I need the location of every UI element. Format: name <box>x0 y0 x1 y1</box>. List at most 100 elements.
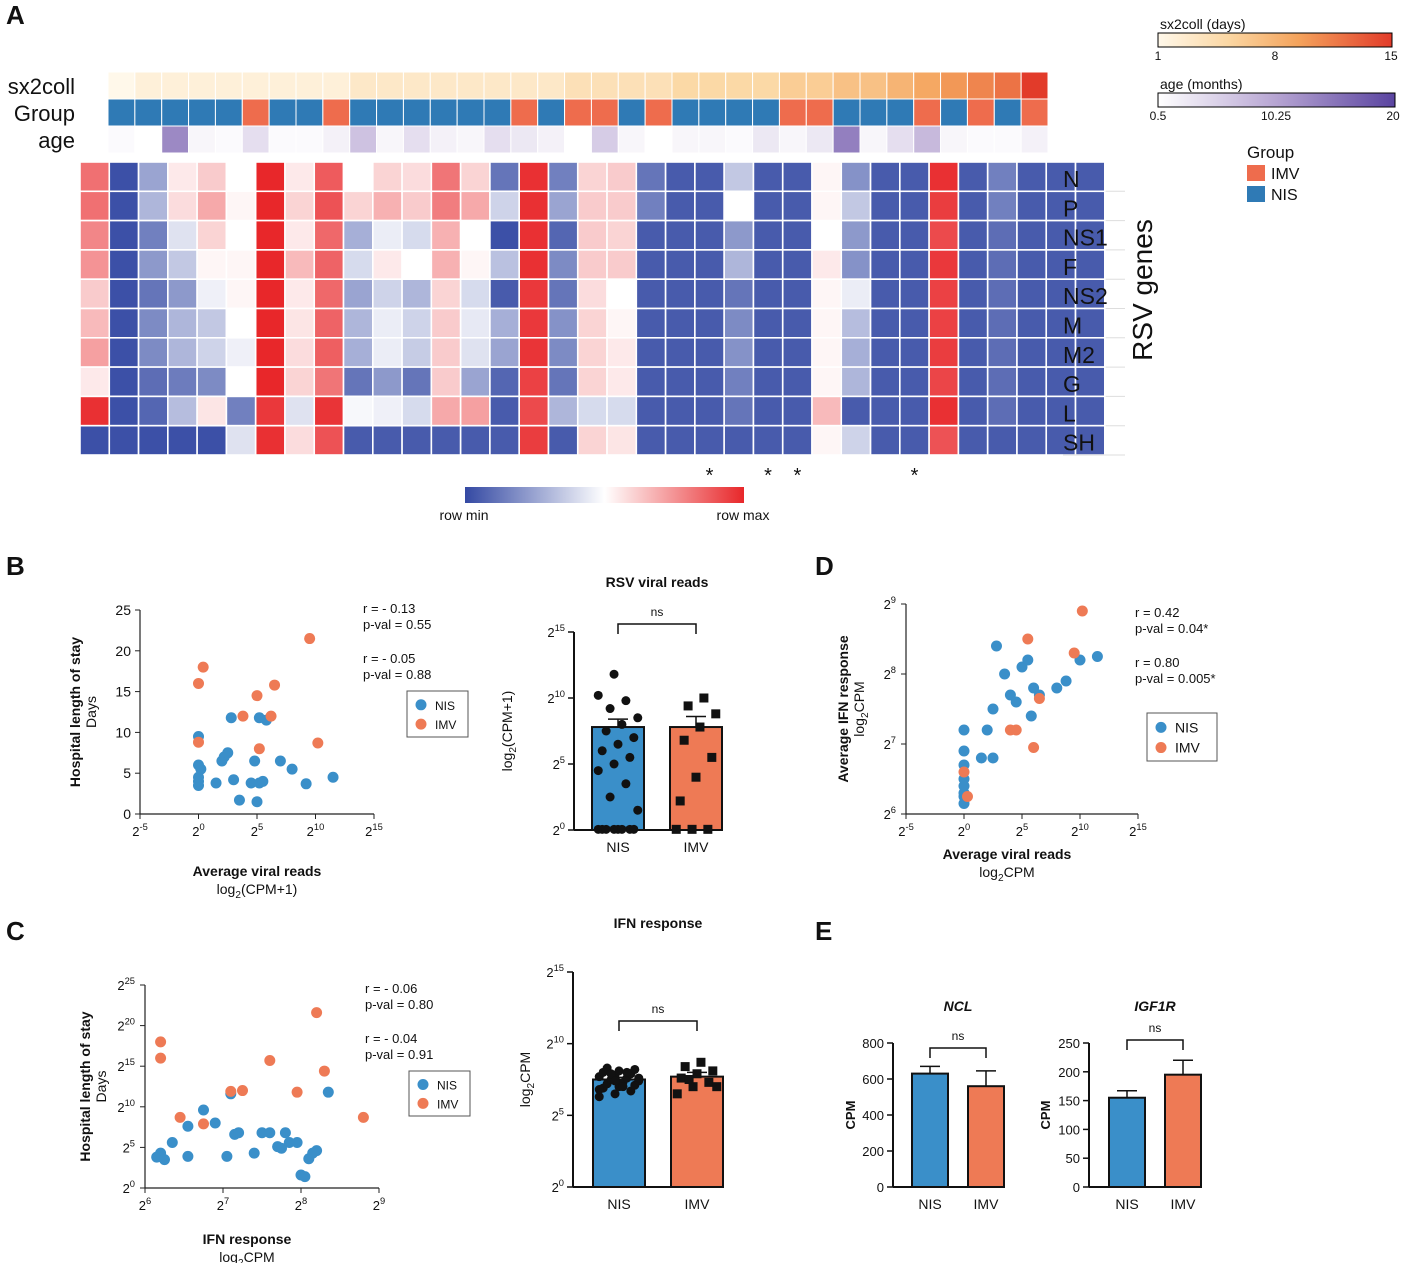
heatmap-cell <box>899 366 930 398</box>
heatmap-cell <box>899 336 930 368</box>
y-tick-label: 20 <box>115 643 131 659</box>
scatter-point-imv <box>304 633 316 645</box>
scatter-point-nis <box>233 794 245 806</box>
sx2coll-cell <box>617 71 646 100</box>
age-cell <box>268 125 297 154</box>
age-tick: 20 <box>1386 109 1400 123</box>
heatmap-cell <box>1045 219 1077 251</box>
gene-label: M2 <box>1063 342 1095 368</box>
scatter-point-nis <box>251 796 263 808</box>
sx2coll-cell <box>402 71 431 100</box>
sx2coll-cell <box>698 71 727 100</box>
scatter-point-nis <box>221 1150 233 1162</box>
x-tick-label: NIS <box>607 1196 630 1212</box>
legend-dot-nis <box>417 1079 429 1090</box>
y-axis-title: Hospital length of stay <box>77 1011 93 1161</box>
stat-r-imv: r = - 0.04 <box>365 1031 417 1046</box>
scatter-point-imv <box>237 1085 248 1097</box>
heatmap-cell <box>811 424 843 456</box>
scatter-point-imv <box>1028 742 1040 753</box>
sx2coll-colorbar <box>1157 32 1393 48</box>
heatmap-cell <box>1045 336 1077 368</box>
group-cell <box>268 98 297 127</box>
sx2coll-cell <box>859 71 888 100</box>
y-axis-title: log2CPM <box>517 1052 537 1107</box>
heatmap-cell <box>781 219 813 251</box>
heatmap-cell <box>518 219 550 251</box>
heatmap-cell <box>108 249 140 280</box>
heatmap-cell <box>79 278 111 310</box>
heatmap-cell <box>547 219 579 251</box>
heatmap-cell <box>664 395 696 427</box>
heatmap-cell <box>869 278 901 310</box>
heatmap-cell <box>781 249 813 280</box>
heatmap-cell <box>489 336 521 368</box>
heatmap-cell <box>576 307 608 339</box>
legend-label-imv: IMV <box>1175 740 1201 756</box>
heatmap-cell <box>811 336 843 368</box>
chart-title: NCL <box>944 998 973 1014</box>
heatmap-cell <box>781 190 813 222</box>
heatmap-cell <box>723 366 755 398</box>
heatmap-cell <box>1045 395 1077 427</box>
heatmap-cell <box>547 395 579 427</box>
heatmap-cell <box>957 278 989 310</box>
heatmap-cell <box>928 249 960 280</box>
scatter-point-nis <box>981 724 993 736</box>
heatmap-cell <box>752 190 784 222</box>
gene-label: SH <box>1063 430 1095 456</box>
heatmap-cell <box>79 307 111 339</box>
heatmap-cell <box>313 278 345 310</box>
heatmap-cell <box>694 161 725 193</box>
age-cell <box>644 125 673 154</box>
heatmap-cell <box>869 395 901 427</box>
data-point-nis <box>613 739 623 749</box>
sx2coll-cell <box>913 71 942 100</box>
heatmap-cell <box>108 395 140 427</box>
y-tick-label: 25 <box>553 755 565 772</box>
gene-label: G <box>1063 371 1081 397</box>
heatmap-cell <box>401 336 433 368</box>
heatmap-cell <box>371 219 403 251</box>
scatter-point-nis <box>274 755 286 767</box>
group-cell <box>913 98 942 127</box>
scatter-point-nis <box>286 763 298 775</box>
heatmap-cell <box>752 307 784 339</box>
sx2coll-cell <box>376 71 404 100</box>
scatter-point-nis <box>256 1127 268 1139</box>
heatmap-cell <box>547 161 579 193</box>
heatmap-cell <box>225 190 257 222</box>
scatter-point-imv <box>961 791 973 802</box>
scatter-point-imv <box>198 1118 209 1130</box>
y-tick-label: 25 <box>552 1106 564 1123</box>
x-tick-label: 20 <box>958 822 970 839</box>
bar-nis <box>911 1072 949 1188</box>
heatmap-cell <box>576 219 608 251</box>
stat-p-nis: p-val = 0.04* <box>1135 621 1208 636</box>
heatmap-cell <box>196 190 228 222</box>
data-point-nis <box>606 1069 616 1079</box>
heatmap-cell <box>635 278 667 310</box>
data-point-nis <box>614 1066 624 1076</box>
scatter-point-nis <box>276 1142 287 1154</box>
heatmap-cell <box>371 307 403 339</box>
data-point-imv <box>691 772 701 782</box>
age-cell <box>349 125 378 154</box>
y-tick-label: 100 <box>1058 1122 1080 1137</box>
scatter-point-nis <box>300 778 312 790</box>
x-tick-label: 2-5 <box>132 822 148 839</box>
heatmap-cell <box>401 161 433 193</box>
y-tick-label: 20 <box>552 1178 564 1195</box>
stat-p-imv: p-val = 0.88 <box>363 667 431 682</box>
sx2coll-cell <box>510 71 539 100</box>
heatmap-cell <box>430 278 462 310</box>
x-tick-label: 215 <box>365 822 383 839</box>
scatter-point-nis <box>311 1145 323 1157</box>
age-cell <box>752 125 780 154</box>
heatmap-cell <box>225 336 257 368</box>
heatmap-cell <box>342 249 374 280</box>
heatmap-cell <box>547 278 579 310</box>
heatmap-cell <box>986 190 1018 222</box>
heatmap-cell <box>899 307 930 339</box>
